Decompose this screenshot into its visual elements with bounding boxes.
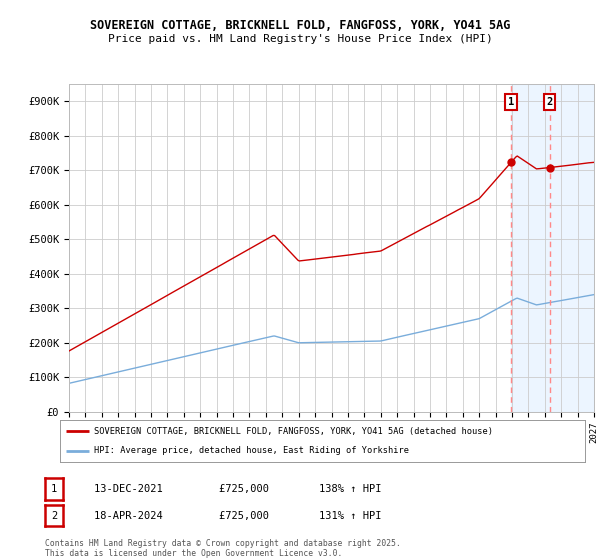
Text: HPI: Average price, detached house, East Riding of Yorkshire: HPI: Average price, detached house, East… [94, 446, 409, 455]
Text: 2: 2 [547, 97, 553, 107]
Text: SOVEREIGN COTTAGE, BRICKNELL FOLD, FANGFOSS, YORK, YO41 5AG (detached house): SOVEREIGN COTTAGE, BRICKNELL FOLD, FANGF… [94, 427, 493, 436]
Text: 1: 1 [51, 484, 57, 494]
Bar [511, 84, 594, 412]
Text: Price paid vs. HM Land Registry's House Price Index (HPI): Price paid vs. HM Land Registry's House … [107, 34, 493, 44]
Text: SOVEREIGN COTTAGE, BRICKNELL FOLD, FANGFOSS, YORK, YO41 5AG: SOVEREIGN COTTAGE, BRICKNELL FOLD, FANGF… [90, 18, 510, 32]
Text: 18-APR-2024         £725,000        131% ↑ HPI: 18-APR-2024 £725,000 131% ↑ HPI [69, 511, 382, 521]
Text: 2: 2 [51, 511, 57, 521]
Text: 1: 1 [508, 97, 514, 107]
Text: Contains HM Land Registry data © Crown copyright and database right 2025.
This d: Contains HM Land Registry data © Crown c… [45, 539, 401, 558]
Text: 13-DEC-2021         £725,000        138% ↑ HPI: 13-DEC-2021 £725,000 138% ↑ HPI [69, 484, 382, 494]
